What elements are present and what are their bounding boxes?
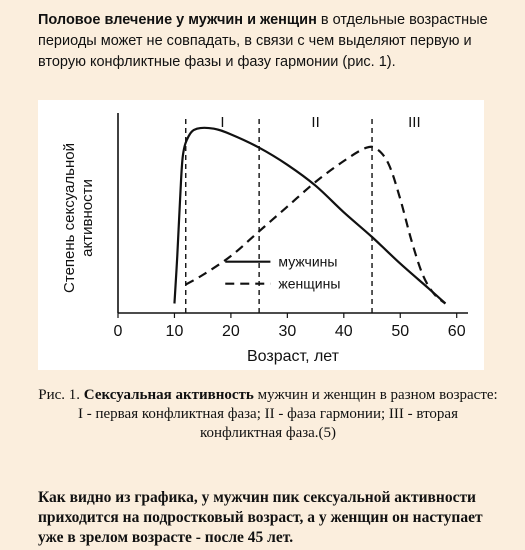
series-line-women — [185, 145, 447, 305]
y-axis-label-line2: активности — [79, 179, 96, 257]
chart-figure: 0 10 20 30 40 50 60 Возраст, лет Степень сексуал… — [38, 100, 484, 370]
x-tick-label: 50 — [391, 323, 409, 340]
caption-prefix: Рис. 1. — [38, 387, 84, 403]
y-axis-label-line1: Степень сексуальной — [61, 143, 78, 293]
x-axis-label: Возраст, лет — [247, 348, 340, 365]
x-tick-label: 10 — [166, 323, 184, 340]
intro-bold: Половое влечение у мужчин и женщин — [38, 12, 317, 28]
conclusion-paragraph: Как видно из графика, у мужчин пик сексу… — [38, 489, 483, 546]
series-line-men — [173, 126, 447, 305]
x-tick-label: 60 — [448, 323, 466, 340]
intro-paragraph: Половое влечение у мужчин и женщин в отд… — [38, 10, 498, 73]
chart: 0 10 20 30 40 50 60 Возраст, лет Степень сексуал… — [61, 113, 468, 365]
legend-label: мужчины — [278, 254, 337, 270]
caption-line1: мужчин и женщин в разном возрасте: — [253, 387, 498, 403]
legend-label: женщины — [278, 276, 340, 292]
phase-label: III — [408, 114, 421, 131]
x-tick-label: 0 — [114, 323, 123, 340]
intro-rest: в отдельные возрастные периоды может не … — [38, 12, 488, 70]
x-tick-label: 40 — [335, 323, 353, 340]
caption-bold: Сексуальная активность — [83, 387, 254, 403]
x-tick-label: 20 — [222, 323, 240, 340]
x-tick-label: 30 — [278, 323, 296, 340]
phase-label: II — [311, 114, 319, 131]
caption-line2: I - первая конфликтная фаза; II - фаза г… — [77, 406, 458, 441]
phase-label: I — [220, 114, 224, 131]
figure-caption: Рис. 1. Сексуальная активность мужчин и … — [38, 386, 498, 443]
